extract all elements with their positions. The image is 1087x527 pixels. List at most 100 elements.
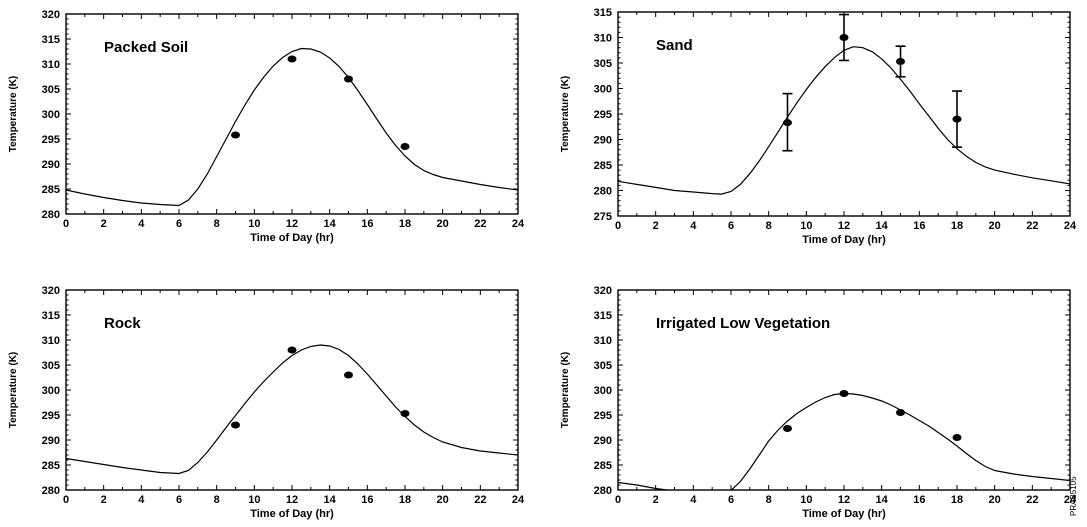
x-tick-label: 14 (324, 218, 337, 230)
y-tick-label: 300 (594, 84, 612, 96)
x-axis-title: Time of Day (hr) (802, 234, 886, 246)
y-axis-title: Temperature (K) (560, 76, 571, 153)
x-axis-title: Time of Day (hr) (250, 508, 334, 520)
y-axis-title: Temperature (K) (8, 352, 19, 429)
data-point (400, 143, 410, 150)
y-tick-label: 320 (42, 285, 60, 297)
data-point (344, 75, 353, 83)
y-tick-label: 305 (42, 360, 60, 372)
data-point (400, 410, 410, 417)
x-tick-label: 12 (286, 218, 298, 230)
y-tick-label: 285 (42, 184, 60, 196)
x-tick-label: 4 (690, 220, 697, 232)
y-tick-label: 295 (594, 410, 612, 422)
chart-packed-soil: 0 2 4 6 8 10 12 14 16 18 20 22 242802852902953003053… (8, 9, 525, 244)
data-point (839, 390, 849, 397)
y-axis-title: Temperature (K) (8, 76, 19, 153)
x-tick-label: 2 (101, 218, 107, 230)
y-tick-label: 295 (42, 410, 60, 422)
x-tick-label: 22 (1026, 220, 1038, 232)
data-point (896, 409, 905, 416)
data-point (952, 115, 962, 123)
x-tick-label: 24 (1064, 494, 1077, 506)
y-tick-label: 300 (42, 109, 60, 121)
y-tick-label: 285 (42, 460, 60, 472)
y-tick-label: 320 (42, 9, 60, 21)
x-tick-label: 8 (214, 218, 220, 230)
x-tick-label: 16 (361, 494, 373, 506)
x-tick-label: 4 (138, 218, 145, 230)
y-tick-label: 280 (42, 485, 60, 497)
x-tick-label: 6 (728, 220, 734, 232)
x-tick-label: 14 (876, 494, 889, 506)
data-point (231, 131, 240, 139)
x-tick-label: 18 (399, 494, 411, 506)
y-tick-label: 310 (594, 335, 612, 347)
y-tick-label: 290 (594, 135, 612, 147)
x-tick-label: 14 (324, 494, 337, 506)
x-tick-label: 16 (913, 494, 925, 506)
x-tick-label: 12 (838, 494, 850, 506)
x-tick-label: 20 (437, 218, 449, 230)
x-tick-label: 22 (1026, 494, 1038, 506)
panel-title: Rock (104, 315, 141, 332)
model-curve (618, 46, 1070, 195)
y-tick-label: 315 (42, 310, 60, 322)
figure-code-label: PRAB5105 (1069, 476, 1078, 516)
model-curve (618, 392, 1070, 490)
x-axis-title: Time of Day (hr) (250, 232, 334, 244)
y-tick-label: 300 (42, 385, 60, 397)
x-tick-label: 24 (512, 494, 525, 506)
x-tick-label: 22 (474, 494, 486, 506)
panel-title: Sand (656, 37, 693, 54)
data-point (344, 371, 353, 379)
y-tick-label: 305 (42, 84, 60, 96)
x-tick-label: 4 (690, 494, 697, 506)
y-tick-label: 315 (594, 310, 612, 322)
x-tick-label: 12 (838, 220, 850, 232)
x-tick-label: 18 (951, 220, 963, 232)
y-tick-label: 280 (594, 485, 612, 497)
y-tick-label: 290 (42, 159, 60, 171)
x-tick-label: 6 (176, 494, 182, 506)
x-tick-label: 16 (913, 220, 925, 232)
y-tick-label: 280 (594, 186, 612, 198)
x-tick-label: 6 (176, 218, 182, 230)
x-tick-label: 0 (615, 494, 621, 506)
y-tick-label: 320 (594, 285, 612, 297)
y-tick-label: 315 (42, 34, 60, 46)
data-point (287, 346, 297, 354)
panel-title: Packed Soil (104, 39, 188, 56)
x-tick-label: 12 (286, 494, 298, 506)
data-point (783, 119, 792, 127)
x-axis-title: Time of Day (hr) (802, 508, 886, 520)
x-tick-label: 0 (615, 220, 621, 232)
y-tick-label: 285 (594, 460, 612, 472)
x-tick-label: 24 (1064, 220, 1077, 232)
y-tick-label: 275 (594, 211, 612, 223)
y-tick-label: 300 (594, 385, 612, 397)
y-tick-label: 290 (594, 435, 612, 447)
x-tick-label: 8 (214, 494, 220, 506)
x-tick-label: 24 (512, 218, 525, 230)
x-tick-label: 4 (138, 494, 145, 506)
x-tick-label: 20 (989, 220, 1001, 232)
chart-sand: 0 2 4 6 8 10 12 14 16 18 20 22 242752802852902953003… (560, 7, 1077, 246)
x-tick-label: 20 (437, 494, 449, 506)
data-point (952, 434, 962, 441)
chart-irrigated-low-vegetation: 0 2 4 6 8 10 12 14 16 18 20 22 242802852902953003053… (560, 285, 1077, 520)
model-curve (66, 47, 518, 207)
x-tick-label: 2 (653, 494, 659, 506)
y-tick-label: 280 (42, 209, 60, 221)
x-tick-label: 6 (728, 494, 734, 506)
y-tick-label: 290 (42, 435, 60, 447)
y-tick-label: 295 (42, 134, 60, 146)
x-tick-label: 10 (800, 220, 812, 232)
data-point (287, 55, 297, 63)
x-tick-label: 20 (989, 494, 1001, 506)
model-curve (66, 344, 518, 475)
x-tick-label: 8 (766, 220, 772, 232)
y-tick-label: 295 (594, 109, 612, 121)
x-tick-label: 2 (101, 494, 107, 506)
